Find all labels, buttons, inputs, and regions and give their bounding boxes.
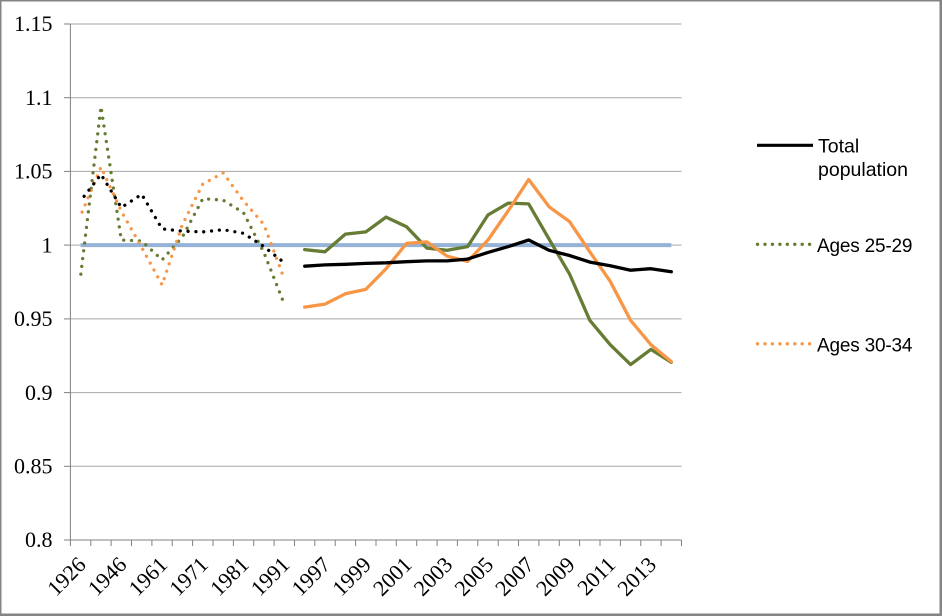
svg-text:1.15: 1.15 xyxy=(14,11,53,36)
svg-text:0.85: 0.85 xyxy=(14,454,53,479)
svg-text:0.95: 0.95 xyxy=(14,306,53,331)
svg-text:0.8: 0.8 xyxy=(25,527,53,552)
svg-text:1: 1 xyxy=(42,232,53,257)
svg-text:1.1: 1.1 xyxy=(25,85,53,110)
svg-text:1.05: 1.05 xyxy=(14,159,53,184)
svg-text:0.9: 0.9 xyxy=(25,380,53,405)
svg-text:population: population xyxy=(818,159,908,181)
svg-text:Total: Total xyxy=(818,136,859,158)
svg-text:Ages 30-34: Ages 30-34 xyxy=(817,336,913,357)
svg-text:Ages 25-29: Ages 25-29 xyxy=(817,236,912,257)
